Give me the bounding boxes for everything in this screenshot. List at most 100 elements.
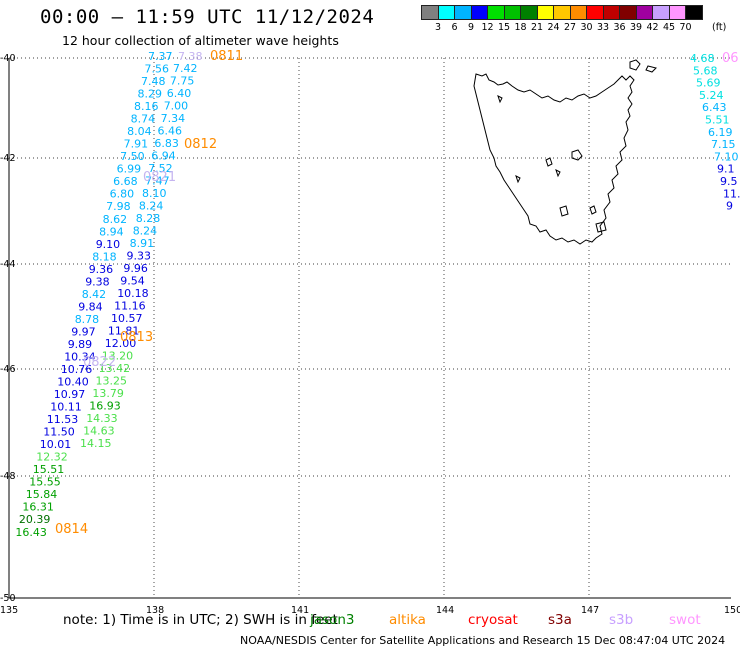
wave-height-value: 10.34 — [64, 351, 96, 364]
wave-height-value: 6.83 — [154, 137, 179, 150]
color-scale-label: 33 — [596, 22, 610, 33]
wave-height-value: 16.43 — [15, 526, 47, 539]
wave-height-value: 6.43 — [702, 101, 727, 114]
wave-height-value: 9.89 — [68, 338, 93, 351]
wave-height-value: 12.00 — [105, 337, 137, 350]
wave-height-value: 9.5 — [720, 175, 738, 188]
wave-height-value: 5.68 — [693, 64, 718, 77]
wave-height-value: 7.10 — [714, 150, 739, 163]
wave-height-value: 7.75 — [170, 75, 195, 88]
wave-height-value: 7.50 — [120, 150, 145, 163]
wave-height-value: 7.52 — [148, 162, 173, 175]
wave-height-value: 8.94 — [99, 225, 124, 238]
wave-height-value: 7.37 — [148, 50, 173, 63]
longitude-label: 147 — [581, 605, 599, 616]
wave-height-value: 4.68 — [690, 52, 715, 65]
footer-credit: NOAA/NESDIS Center for Satellite Applica… — [240, 634, 726, 647]
wave-height-value: 8.24 — [139, 200, 164, 213]
wave-height-value: 8.10 — [142, 187, 167, 200]
color-scale-label: 3 — [434, 22, 442, 33]
wave-height-value: 13.25 — [96, 375, 128, 388]
wave-height-value: 9.10 — [96, 238, 121, 251]
wave-height-value: 8.29 — [138, 88, 163, 101]
color-scale-label: 21 — [530, 22, 544, 33]
wave-height-value: 10.97 — [54, 388, 86, 401]
wave-height-value: 8.91 — [130, 237, 155, 250]
wave-height-value: 11.81 — [108, 325, 139, 338]
wave-height-value: 13.20 — [102, 350, 134, 363]
wave-height-value: 15.55 — [29, 476, 61, 489]
wave-height-value: 8.74 — [131, 113, 156, 126]
time-label-0812: 0812 — [184, 137, 217, 152]
wave-height-value: 15.84 — [26, 488, 58, 501]
wave-height-value: 9.84 — [78, 300, 103, 313]
longitude-label: 135 — [0, 605, 18, 616]
pass-label-0822: 0822 — [83, 355, 116, 370]
color-scale-label: 42 — [646, 22, 659, 33]
latitude-label: -48 — [0, 471, 16, 482]
wave-height-value: 6.46 — [158, 125, 183, 138]
longitude-label: 138 — [146, 605, 164, 616]
color-scale-label: 27 — [563, 22, 577, 33]
latitude-label: -44 — [0, 259, 16, 270]
wave-height-value: 9.1 — [717, 163, 735, 176]
wave-height-value: 14.63 — [83, 425, 115, 438]
wave-height-value: 7.00 — [164, 100, 189, 113]
wave-height-value: 13.79 — [92, 387, 124, 400]
color-scale-unit: (ft) — [712, 22, 727, 33]
color-scale-label: 70 — [679, 22, 692, 33]
wave-height-value: 10.11 — [50, 401, 82, 414]
longitude-label: 141 — [291, 605, 309, 616]
page-subtitle: 12 hour collection of altimeter wave hei… — [62, 33, 339, 48]
wave-height-value: 5.69 — [696, 77, 721, 90]
color-scale-label: 6 — [451, 22, 458, 33]
note-text: note: 1) Time is in UTC; 2) SWH is in fe… — [63, 612, 338, 628]
wave-height-value: 6.80 — [110, 188, 135, 201]
wave-height-value: 20.39 — [19, 513, 51, 526]
wave-height-value: 6.19 — [708, 126, 733, 139]
wave-height-value: 8.04 — [127, 125, 152, 138]
wave-height-value: 9 — [726, 200, 733, 213]
wave-height-value: 8.24 — [133, 225, 158, 238]
altimeter-track-left: 7.377.567.488.298.168.748.047.917.506.99… — [15, 50, 172, 539]
time-label-0811: 0811 — [210, 49, 243, 64]
altimeter-track-right: 4.685.685.695.246.435.516.197.157.109.19… — [690, 52, 740, 213]
longitude-label: 150 — [724, 605, 740, 616]
wave-height-value: 9.97 — [71, 325, 96, 338]
wave-height-value: 9.36 — [89, 263, 114, 276]
color-scale-label: 36 — [613, 22, 626, 33]
color-scale-label: 9 — [467, 22, 475, 33]
lat-lon-grid — [9, 57, 731, 598]
wave-height-value: 12.32 — [36, 451, 68, 464]
wave-height-value: 10.40 — [57, 376, 89, 389]
wave-height-value: 11.53 — [47, 413, 79, 426]
color-scale-label: 18 — [514, 22, 527, 33]
color-scale-swatch — [685, 5, 703, 20]
satellite-legend-altika: altika — [389, 612, 426, 628]
wave-height-value: 6.68 — [113, 175, 138, 188]
tasmania-coastline — [473, 59, 657, 245]
wave-height-value: 15.51 — [33, 463, 65, 476]
wave-height-value: 7.91 — [124, 138, 149, 151]
wave-height-value: 11. — [723, 187, 740, 200]
color-scale-label: 15 — [497, 22, 511, 33]
satellite-legend-jason3: jason3 — [310, 612, 355, 628]
wave-height-value: 7.42 — [173, 62, 198, 75]
axis-labels: 135 138 141 144 147 150 -40 -42 -44 -46 -48 -50 — [0, 53, 740, 616]
latitude-label: -40 — [0, 53, 16, 64]
color-scale-label: 30 — [580, 22, 593, 33]
color-scale-label: 45 — [662, 22, 676, 33]
latitude-label: -50 — [0, 593, 16, 604]
wave-value-7-38: 7.38 — [178, 50, 203, 63]
wave-height-value: 10.57 — [111, 312, 143, 325]
wave-height-value: 9.38 — [85, 275, 110, 288]
satellite-legend-cryosat: cryosat — [468, 612, 518, 628]
wave-height-value: 7.34 — [161, 112, 186, 125]
wave-height-value: 16.93 — [89, 400, 121, 413]
color-scale-label: 12 — [481, 22, 494, 33]
wave-height-value: 6.40 — [167, 87, 192, 100]
wave-height-value: 7.15 — [711, 138, 736, 151]
wave-height-value: 8.42 — [82, 288, 107, 301]
time-label-0814: 0814 — [55, 522, 88, 537]
